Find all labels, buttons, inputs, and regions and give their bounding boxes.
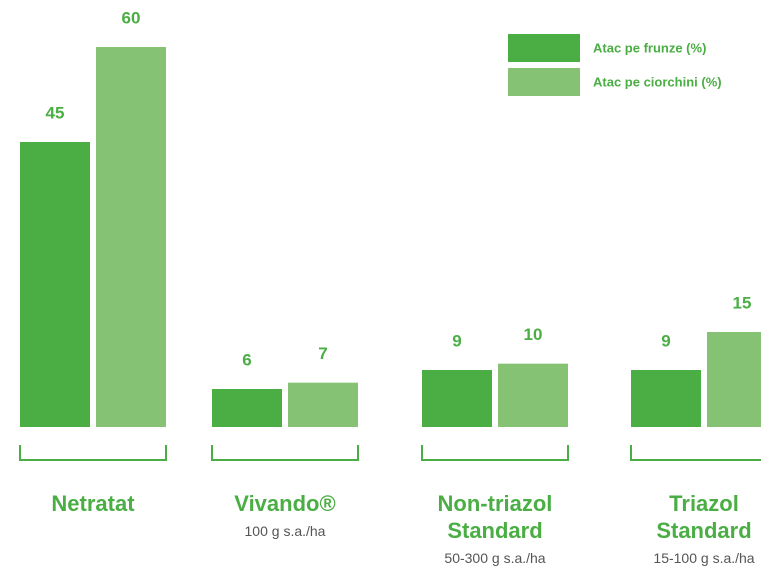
- bar: [20, 142, 90, 427]
- value-label: 7: [318, 344, 327, 363]
- category-label: Netratat: [51, 491, 135, 516]
- legend-swatch: [508, 34, 580, 62]
- value-label: 15: [733, 293, 752, 312]
- category-note: 100 g s.a./ha: [244, 523, 326, 539]
- bar: [498, 363, 568, 427]
- legend-label: Atac pe ciorchini (%): [593, 74, 722, 89]
- bar: [631, 370, 701, 427]
- bar: [707, 332, 761, 427]
- category-label-group: Triazol Standard 15-100 g s.a./ha: [624, 490, 761, 566]
- value-label: 9: [452, 331, 461, 350]
- bar: [422, 370, 492, 427]
- legend-swatch: [508, 68, 580, 96]
- category-label-group: Vivando® 100 g s.a./ha: [205, 490, 365, 539]
- category-note: 50-300 g s.a./ha: [444, 550, 546, 566]
- category-label: Vivando®: [234, 491, 336, 516]
- group-bracket: [421, 445, 569, 461]
- bar: [96, 47, 166, 427]
- category-label: Non-triazol Standard: [437, 491, 553, 543]
- category-label-group: Non-triazol Standard 50-300 g s.a./ha: [415, 490, 575, 566]
- group-bracket: [211, 445, 359, 461]
- legend-label: Atac pe frunze (%): [593, 40, 706, 55]
- value-label: 45: [46, 103, 65, 122]
- category-label-group: Netratat: [13, 490, 173, 517]
- group-bracket: [19, 445, 167, 461]
- value-label: 60: [122, 8, 141, 27]
- value-label: 9: [661, 331, 670, 350]
- bar: [288, 382, 358, 427]
- bar: [212, 389, 282, 427]
- group-bracket: [630, 445, 761, 461]
- category-label: Triazol Standard: [656, 491, 752, 543]
- value-label: 6: [242, 350, 251, 369]
- category-note: 15-100 g s.a./ha: [653, 550, 755, 566]
- value-label: 10: [524, 325, 543, 344]
